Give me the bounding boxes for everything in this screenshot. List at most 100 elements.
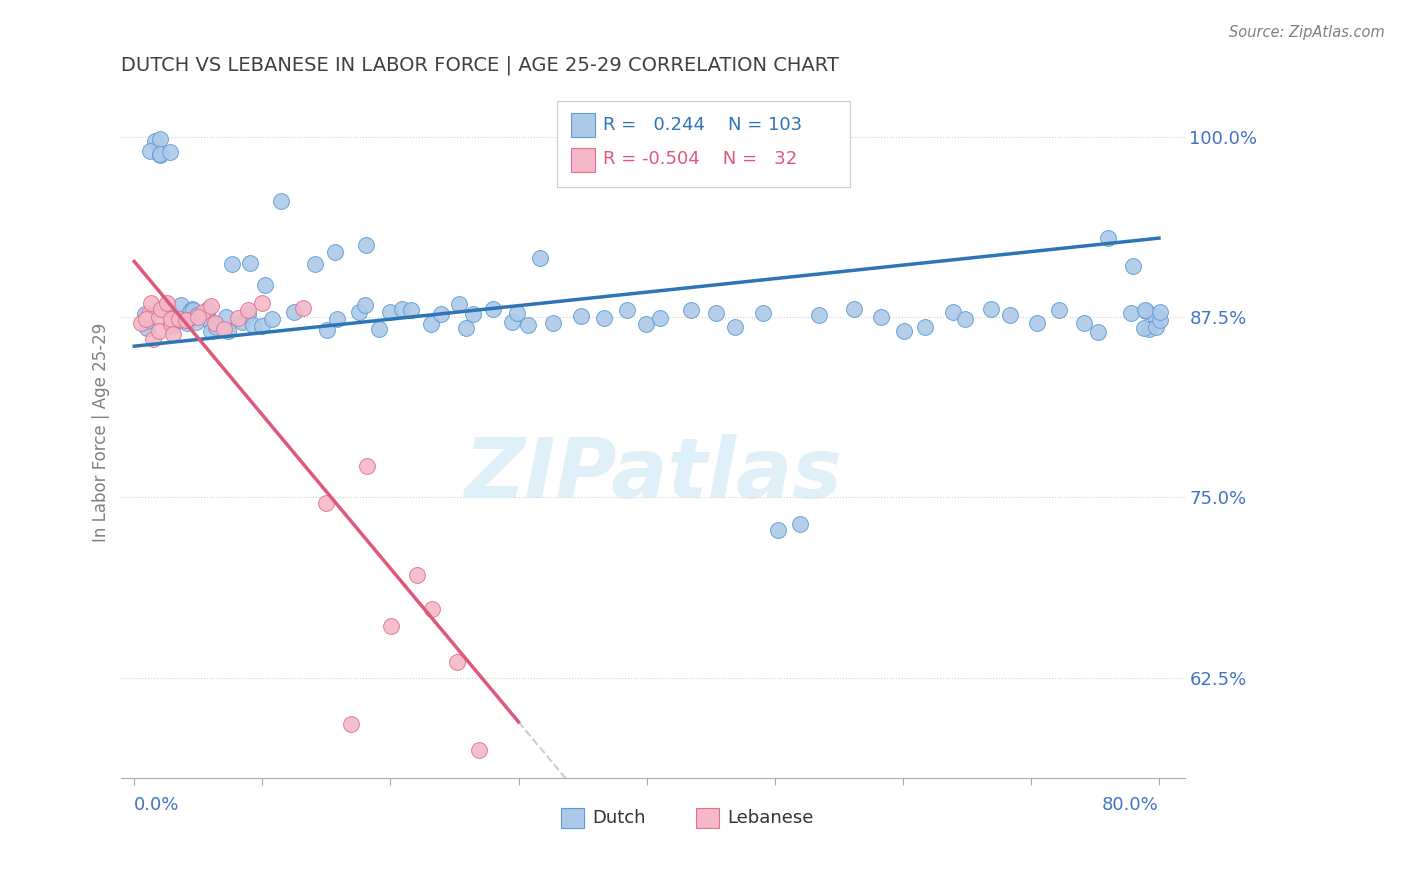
Point <box>420 602 443 616</box>
Point <box>706 306 728 320</box>
Point <box>160 310 183 325</box>
Point <box>323 245 346 260</box>
Point <box>131 317 153 331</box>
Point <box>169 313 191 327</box>
Point <box>501 315 523 329</box>
Point <box>1025 316 1047 330</box>
Point <box>197 313 219 327</box>
Point <box>1135 303 1157 318</box>
Point <box>253 278 276 293</box>
Point <box>1149 304 1171 318</box>
Point <box>291 301 314 315</box>
Point <box>356 459 378 474</box>
Point <box>198 314 221 328</box>
Point <box>270 194 292 208</box>
Point <box>1139 322 1161 336</box>
Text: R = -0.504    N =   32: R = -0.504 N = 32 <box>603 151 797 169</box>
Point <box>516 318 538 332</box>
Point <box>156 295 179 310</box>
Point <box>752 305 775 319</box>
Point <box>315 496 337 510</box>
Point <box>1073 316 1095 330</box>
Point <box>160 317 183 331</box>
Point <box>150 301 173 316</box>
Point <box>200 324 222 338</box>
Point <box>893 324 915 338</box>
Point <box>481 302 503 317</box>
Point <box>162 326 184 341</box>
Point <box>180 302 202 317</box>
Point <box>430 307 453 321</box>
Point <box>842 301 865 316</box>
Point <box>571 309 593 323</box>
Point <box>679 303 702 318</box>
Point <box>231 316 253 330</box>
Point <box>174 310 197 325</box>
Point <box>167 313 190 327</box>
Point <box>167 312 190 326</box>
Point <box>354 237 377 252</box>
Point <box>529 252 551 266</box>
Point <box>181 303 204 318</box>
Point <box>349 305 371 319</box>
Point <box>239 256 262 270</box>
Point <box>197 301 219 316</box>
Point <box>1087 325 1109 339</box>
Point <box>138 307 160 321</box>
Point <box>1133 320 1156 334</box>
Bar <box>696 807 718 829</box>
Point <box>419 317 441 331</box>
Point <box>236 303 259 318</box>
Point <box>204 316 226 330</box>
Point <box>221 257 243 271</box>
Point <box>136 314 159 328</box>
Point <box>808 308 831 322</box>
Bar <box>571 113 595 137</box>
Point <box>339 716 361 731</box>
Point <box>914 320 936 334</box>
Point <box>174 313 197 327</box>
Point <box>142 332 165 346</box>
Point <box>616 303 638 318</box>
Point <box>179 304 201 318</box>
Point <box>789 516 811 531</box>
Point <box>184 315 207 329</box>
Point <box>354 298 377 312</box>
Point <box>953 312 976 326</box>
Text: Lebanese: Lebanese <box>727 809 814 827</box>
Text: Dutch: Dutch <box>592 809 645 827</box>
Point <box>159 145 181 160</box>
Point <box>143 134 166 148</box>
Point <box>136 320 159 334</box>
Point <box>316 323 339 337</box>
Y-axis label: In Labor Force | Age 25-29: In Labor Force | Age 25-29 <box>93 323 110 542</box>
Point <box>139 295 162 310</box>
Point <box>250 319 273 334</box>
Point <box>187 310 209 324</box>
Point <box>187 308 209 322</box>
Point <box>188 307 211 321</box>
Point <box>1000 309 1022 323</box>
Point <box>215 310 238 324</box>
Point <box>942 305 965 319</box>
Point <box>1143 310 1166 324</box>
Point <box>217 325 239 339</box>
Point <box>262 312 284 326</box>
Point <box>212 322 235 336</box>
Point <box>176 313 198 327</box>
Point <box>149 132 172 146</box>
Point <box>1122 260 1144 274</box>
Point <box>304 257 326 271</box>
Point <box>186 309 208 323</box>
Text: 0.0%: 0.0% <box>134 796 180 814</box>
Point <box>170 298 193 312</box>
Point <box>378 305 401 319</box>
Point <box>1133 303 1156 318</box>
Point <box>446 655 468 669</box>
Bar <box>561 807 583 829</box>
Point <box>159 306 181 320</box>
Point <box>454 321 477 335</box>
Point <box>461 307 484 321</box>
Point <box>148 146 170 161</box>
Point <box>174 312 197 326</box>
